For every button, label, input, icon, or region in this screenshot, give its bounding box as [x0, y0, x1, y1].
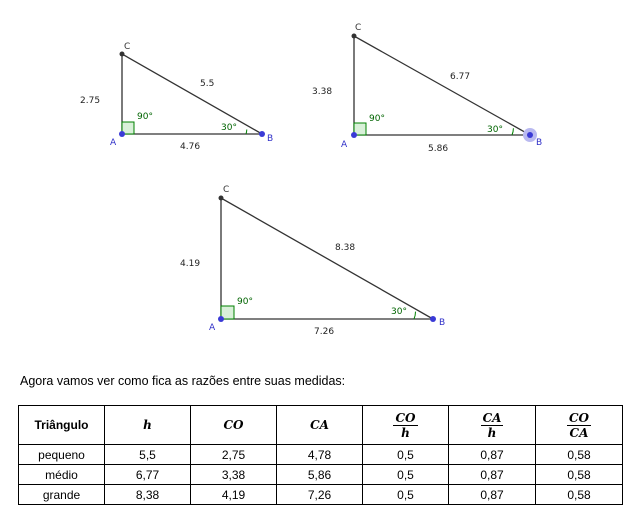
vertex-label-b-large: B: [439, 318, 445, 328]
header-ca: CA: [276, 405, 363, 445]
cell-triangle-name: pequeno: [18, 444, 105, 465]
angle-label-b-small: 30°: [221, 123, 237, 133]
fraction-ca-h-denominator: h: [487, 425, 497, 440]
side-label-ac-medium: 3.38: [312, 87, 332, 97]
vertex-point-a-small[interactable]: [119, 131, 125, 137]
side-label-cb-medium: 6.77: [450, 72, 470, 82]
fraction-co-h-denominator: h: [401, 425, 410, 440]
cell-h: 6,77: [104, 464, 191, 485]
side-label-ab-medium: 5.86: [428, 144, 448, 154]
vertex-label-b-medium: B: [536, 138, 542, 148]
cell-ca: 7,26: [276, 484, 363, 505]
triangle-large: C A B 4.19 8.38 7.26 90° 30°: [180, 185, 445, 337]
vertex-point-b-large[interactable]: [430, 316, 436, 322]
cell-co-h: 0,5: [362, 444, 449, 465]
table-row: pequeno 5,5 2,75 4,78 0,5 0,87 0,58: [18, 444, 623, 465]
fraction-co-h: CO h: [393, 410, 418, 440]
cell-co: 4,19: [190, 484, 277, 505]
table-header-row: Triângulo h CO CA CO h CA h CO CA: [18, 405, 623, 445]
vertex-point-b-small[interactable]: [259, 131, 265, 137]
right-angle-mark-medium: [353, 122, 367, 136]
triangle-medium-shape: [353, 34, 533, 136]
cell-triangle-name: médio: [18, 464, 105, 485]
angle-label-b-medium: 30°: [487, 125, 503, 135]
header-ca-label: CA: [310, 418, 329, 432]
angle-label-a-large: 90°: [237, 297, 253, 307]
vertex-point-c-large[interactable]: [218, 195, 224, 201]
vertex-label-b-small: B: [267, 134, 273, 144]
angle-arc-small: [245, 129, 248, 135]
header-co-label: CO: [223, 418, 244, 432]
vertex-label-a-medium: A: [341, 140, 348, 150]
vertex-point-c-small[interactable]: [119, 51, 125, 57]
cell-h: 8,38: [104, 484, 191, 505]
intro-text: Agora vamos ver como fica as razões entr…: [20, 374, 346, 388]
angle-label-a-small: 90°: [137, 112, 153, 122]
cell-co-ca: 0,58: [535, 444, 623, 465]
right-angle-mark-large: [220, 305, 235, 320]
angle-label-b-large: 30°: [391, 307, 407, 317]
triangle-large-shape: [220, 196, 436, 320]
fraction-ca-h-numerator: CA: [480, 410, 504, 426]
vertex-label-a-small: A: [110, 138, 117, 148]
triangle-small-shape: [121, 52, 265, 135]
angle-label-a-medium: 90°: [369, 114, 385, 124]
vertex-point-a-medium[interactable]: [351, 132, 357, 138]
right-angle-mark-small: [121, 121, 135, 135]
vertex-label-a-large: A: [209, 323, 216, 333]
vertex-label-c-large: C: [223, 185, 229, 195]
header-triangulo: Triângulo: [18, 405, 105, 445]
fraction-ca-h: CA h: [480, 410, 504, 440]
side-label-ac-large: 4.19: [180, 259, 200, 269]
header-ca-over-h: CA h: [448, 405, 536, 445]
side-label-cb-large: 8.38: [335, 243, 355, 253]
table-row: médio 6,77 3,38 5,86 0,5 0,87 0,58: [18, 464, 623, 485]
side-label-ac-small: 2.75: [80, 96, 100, 106]
cell-co: 3,38: [190, 464, 277, 485]
side-label-ab-small: 4.76: [180, 142, 200, 152]
cell-co: 2,75: [190, 444, 277, 465]
cell-co-h: 0,5: [362, 484, 449, 505]
header-co-over-h: CO h: [362, 405, 449, 445]
side-label-ab-large: 7.26: [314, 327, 334, 337]
header-h-label: h: [143, 418, 152, 432]
cell-h: 5,5: [104, 444, 191, 465]
vertex-point-c-medium[interactable]: [351, 33, 357, 39]
angle-arc-medium: [511, 128, 514, 136]
header-co: CO: [190, 405, 277, 445]
cell-co-ca: 0,58: [535, 484, 623, 505]
table-row: grande 8,38 4,19 7,26 0,5 0,87 0,58: [18, 484, 623, 505]
triangle-medium: C A B 3.38 6.77 5.86 90° 30°: [312, 23, 542, 154]
vertex-point-b-medium[interactable]: [527, 132, 533, 138]
vertex-point-a-large[interactable]: [218, 316, 224, 322]
side-label-cb-small: 5.5: [200, 79, 214, 89]
fraction-co-ca: CO CA: [566, 410, 591, 440]
cell-ca-h: 0,87: [448, 484, 536, 505]
cell-co-ca: 0,58: [535, 464, 623, 485]
cell-triangle-name: grande: [18, 484, 105, 505]
cell-ca: 4,78: [276, 444, 363, 465]
fraction-co-ca-denominator: CA: [569, 425, 589, 440]
triangles-figure: C A B 2.75 5.5 4.76 90° 30° C A B 3.38 6…: [80, 23, 542, 337]
vertex-label-c-small: C: [124, 42, 130, 52]
header-h: h: [104, 405, 191, 445]
header-co-over-ca: CO CA: [535, 405, 623, 445]
ratios-table: Triângulo h CO CA CO h CA h CO CA: [18, 405, 623, 505]
cell-ca-h: 0,87: [448, 464, 536, 485]
cell-ca: 5,86: [276, 464, 363, 485]
fraction-co-ca-numerator: CO: [566, 410, 591, 426]
vertex-label-c-medium: C: [355, 23, 361, 33]
fraction-co-h-numerator: CO: [393, 410, 418, 426]
cell-co-h: 0,5: [362, 464, 449, 485]
triangle-small: C A B 2.75 5.5 4.76 90° 30°: [80, 42, 273, 152]
angle-arc-large: [413, 311, 416, 320]
cell-ca-h: 0,87: [448, 444, 536, 465]
